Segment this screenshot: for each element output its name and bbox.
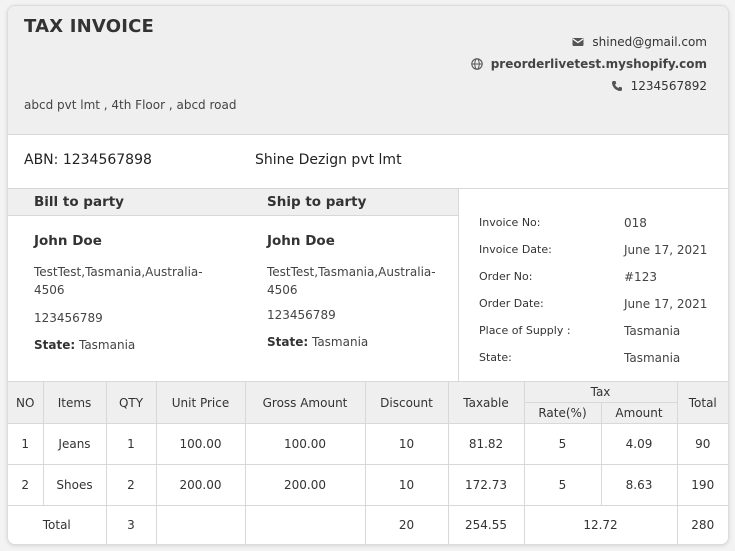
total-qty: 3 <box>105 505 157 544</box>
meta-value: #123 <box>624 270 657 284</box>
cell-unit-price: 100.00 <box>155 423 246 465</box>
bill-to-state: State: Tasmania <box>34 336 135 354</box>
col-header-taxable: Taxable <box>447 381 525 424</box>
bill-to-name: John Doe <box>34 233 102 249</box>
cell-item: Shoes <box>42 464 107 506</box>
ship-to-state-label: State: <box>267 335 309 349</box>
abn-number: ABN: 1234567898 <box>24 152 152 168</box>
cell-total: 190 <box>676 464 728 506</box>
company-name: Shine Dezign pvt lmt <box>255 152 402 168</box>
ship-to-address: TestTest,Tasmania,Australia-4506 <box>267 265 436 297</box>
bill-to-heading: Bill to party <box>34 194 124 210</box>
cell-item: Jeans <box>42 423 107 465</box>
website-text: preorderlivetest.myshopify.com <box>490 57 707 71</box>
cell-qty: 2 <box>105 464 157 506</box>
contact-email: shined@gmail.com <box>572 35 707 49</box>
company-row: ABN: 1234567898 Shine Dezign pvt lmt <box>8 134 728 189</box>
parties-section: Bill to party Ship to party John Doe Tes… <box>8 189 458 381</box>
cell-no: 1 <box>8 423 44 465</box>
cell-total: 90 <box>676 423 728 465</box>
total-tax: 12.72 <box>523 505 678 544</box>
invoice-title: TAX INVOICE <box>24 16 155 37</box>
globe-icon <box>470 58 483 70</box>
totals-row: Total 3 20 254.55 12.72 280 <box>8 505 728 544</box>
col-header-unit-price: Unit Price <box>155 381 246 424</box>
bill-to-state-label: State: <box>34 338 76 352</box>
table-subheader-row: Rate(%) Amount <box>8 402 728 424</box>
meta-label: State: <box>479 351 512 364</box>
total-discount: 20 <box>364 505 449 544</box>
bill-to-address: TestTest,Tasmania,Australia-4506 <box>34 265 203 297</box>
meta-label: Order Date: <box>479 297 544 310</box>
ship-to-state-value: Tasmania <box>311 335 369 349</box>
envelope-icon <box>572 36 584 48</box>
cell-qty: 1 <box>105 423 157 465</box>
ship-to-name: John Doe <box>267 233 335 249</box>
phone-text: 1234567892 <box>630 79 707 93</box>
cell-discount: 10 <box>364 464 449 506</box>
cell-rate: 5 <box>523 423 602 465</box>
total-amount: 280 <box>676 505 728 544</box>
col-header-qty: QTY <box>105 381 157 424</box>
seller-address: abcd pvt lmt , 4th Floor , abcd road <box>24 98 237 112</box>
phone-icon <box>611 80 623 92</box>
cell-taxable: 81.82 <box>447 423 525 465</box>
total-taxable: 254.55 <box>447 505 525 544</box>
meta-value: 018 <box>624 216 647 230</box>
cell-discount: 10 <box>364 423 449 465</box>
contact-website: preorderlivetest.myshopify.com <box>470 57 707 71</box>
meta-value: Tasmania <box>624 351 681 365</box>
items-table: NO Items QTY Unit Price Gross Amount Dis… <box>8 381 728 544</box>
col-header-no: NO <box>8 381 44 424</box>
meta-value: June 17, 2021 <box>624 297 708 311</box>
table-row: 1 Jeans 1 100.00 100.00 10 81.82 5 4.09 … <box>8 423 728 465</box>
total-label: Total <box>8 505 107 544</box>
col-header-amount: Amount <box>600 402 677 424</box>
col-header-items: Items <box>42 381 107 424</box>
meta-label: Invoice Date: <box>479 243 552 256</box>
cell-amount: 4.09 <box>600 423 678 465</box>
cell-gross-amount: 100.00 <box>244 423 366 465</box>
email-text: shined@gmail.com <box>592 35 707 49</box>
ship-to-heading: Ship to party <box>267 194 367 210</box>
cell-amount: 8.63 <box>600 464 678 506</box>
meta-label: Place of Supply : <box>479 324 571 337</box>
meta-label: Invoice No: <box>479 216 541 229</box>
table-row: 2 Shoes 2 200.00 200.00 10 172.73 5 8.63… <box>8 464 728 506</box>
col-header-tax: Tax <box>523 381 678 403</box>
bill-to-state-value: Tasmania <box>78 338 136 352</box>
col-header-rate: Rate(%) <box>524 402 602 424</box>
contact-phone: 1234567892 <box>611 79 707 93</box>
cell-no: 2 <box>8 464 44 506</box>
total-unit-price-empty <box>155 505 246 544</box>
ship-to-phone: 123456789 <box>267 308 336 322</box>
col-header-discount: Discount <box>364 381 449 424</box>
meta-label: Order No: <box>479 270 533 283</box>
parties-header: Bill to party Ship to party <box>8 189 458 216</box>
cell-gross-amount: 200.00 <box>244 464 366 506</box>
total-gross-empty <box>244 505 366 544</box>
invoice-header: TAX INVOICE abcd pvt lmt , 4th Floor , a… <box>8 6 728 135</box>
invoice-card: TAX INVOICE abcd pvt lmt , 4th Floor , a… <box>7 5 729 545</box>
bill-to-phone: 123456789 <box>34 311 103 325</box>
meta-value: Tasmania <box>624 324 681 338</box>
col-header-gross-amount: Gross Amount <box>244 381 366 424</box>
cell-unit-price: 200.00 <box>155 464 246 506</box>
table-header-row: NO Items QTY Unit Price Gross Amount Dis… <box>8 381 728 424</box>
ship-to-state: State: Tasmania <box>267 333 368 351</box>
cell-rate: 5 <box>523 464 602 506</box>
meta-value: June 17, 2021 <box>624 243 708 257</box>
cell-taxable: 172.73 <box>447 464 525 506</box>
col-header-total: Total <box>676 381 728 424</box>
invoice-meta-panel: Invoice No: 018 Invoice Date: June 17, 2… <box>458 189 728 381</box>
